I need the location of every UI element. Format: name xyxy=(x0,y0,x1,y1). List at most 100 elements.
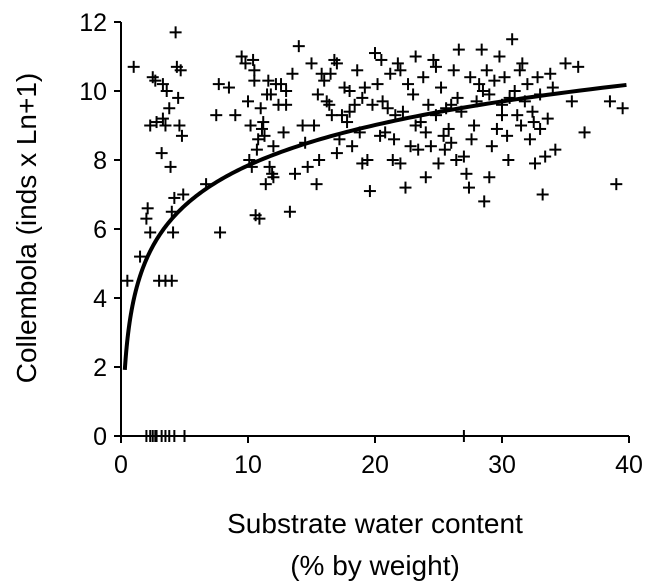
data-point xyxy=(442,122,455,135)
data-point xyxy=(159,119,172,132)
data-points xyxy=(121,26,629,442)
data-point xyxy=(610,178,623,191)
data-point xyxy=(511,109,524,122)
data-point xyxy=(369,47,381,60)
data-point xyxy=(255,122,268,135)
data-point xyxy=(210,109,223,122)
data-point xyxy=(258,129,271,142)
data-point xyxy=(163,102,176,115)
data-point xyxy=(253,212,266,225)
data-point xyxy=(248,74,261,87)
data-point xyxy=(419,171,432,184)
data-point xyxy=(178,430,191,442)
data-point xyxy=(127,60,140,73)
data-point xyxy=(376,95,389,108)
data-point xyxy=(156,112,169,125)
y-tick-label: 8 xyxy=(93,147,107,175)
data-point xyxy=(141,202,154,215)
data-point xyxy=(493,50,506,63)
data-point xyxy=(318,74,331,87)
data-point xyxy=(121,274,134,287)
x-axis-title-line1: Substrate water content xyxy=(227,508,523,539)
data-point xyxy=(384,67,397,80)
data-point xyxy=(324,67,337,80)
data-point xyxy=(536,188,549,201)
x-ticks: 0 10 20 30 40 xyxy=(114,436,643,479)
data-point xyxy=(254,102,267,115)
data-point xyxy=(305,57,318,70)
data-point xyxy=(149,74,162,87)
data-point xyxy=(173,119,186,132)
data-point xyxy=(603,95,616,108)
data-point xyxy=(330,147,343,160)
data-point xyxy=(529,157,542,170)
data-point xyxy=(150,116,163,129)
x-tick-label: 30 xyxy=(488,451,516,479)
data-point xyxy=(366,98,379,111)
data-point xyxy=(167,226,180,239)
data-point xyxy=(498,71,511,84)
data-point xyxy=(346,140,359,153)
data-point xyxy=(172,91,185,104)
data-point xyxy=(169,26,182,39)
data-point xyxy=(475,43,488,56)
data-point xyxy=(155,147,168,160)
data-point xyxy=(175,129,188,142)
data-point xyxy=(267,171,280,184)
data-point xyxy=(168,430,181,442)
data-point xyxy=(343,105,356,118)
data-point xyxy=(375,53,388,66)
data-point xyxy=(394,64,407,77)
data-point xyxy=(502,154,515,166)
data-point xyxy=(391,57,404,70)
data-point xyxy=(308,119,321,132)
data-point xyxy=(235,50,248,63)
data-point xyxy=(549,143,562,156)
data-point xyxy=(264,88,277,101)
data-point xyxy=(478,195,491,208)
data-point xyxy=(572,60,585,73)
data-point xyxy=(341,116,354,129)
data-point xyxy=(283,205,296,218)
data-point xyxy=(386,154,399,166)
data-point xyxy=(388,133,401,146)
data-point xyxy=(313,154,326,166)
data-point xyxy=(412,143,425,156)
y-tick-label: 12 xyxy=(79,9,107,37)
data-point xyxy=(229,109,242,122)
data-point xyxy=(462,181,475,194)
data-point xyxy=(541,112,554,125)
x-tick-label: 20 xyxy=(361,451,389,479)
data-point xyxy=(348,98,361,111)
data-point xyxy=(280,98,293,111)
data-point xyxy=(429,60,442,73)
data-point xyxy=(277,126,290,139)
data-point xyxy=(330,57,343,70)
data-point xyxy=(257,116,270,129)
data-point xyxy=(445,136,458,149)
data-point xyxy=(450,154,463,166)
data-point xyxy=(435,81,448,94)
data-point xyxy=(485,140,498,153)
data-point xyxy=(559,57,572,70)
data-point xyxy=(422,98,435,111)
data-point xyxy=(399,181,412,194)
data-point xyxy=(457,150,470,163)
data-point xyxy=(437,129,450,142)
data-point xyxy=(335,109,348,122)
data-point xyxy=(483,88,496,101)
data-point xyxy=(409,50,422,63)
x-axis-title-line2: (% by weight) xyxy=(290,550,460,581)
data-point xyxy=(396,105,409,118)
data-point xyxy=(616,102,629,115)
data-point xyxy=(275,78,288,91)
data-point xyxy=(144,226,157,239)
data-point xyxy=(371,78,384,91)
data-point xyxy=(144,119,157,132)
data-point xyxy=(286,67,299,80)
data-point xyxy=(457,430,470,442)
data-point xyxy=(513,64,526,77)
y-tick-label: 6 xyxy=(93,216,107,244)
y-tick-label: 10 xyxy=(79,78,107,106)
